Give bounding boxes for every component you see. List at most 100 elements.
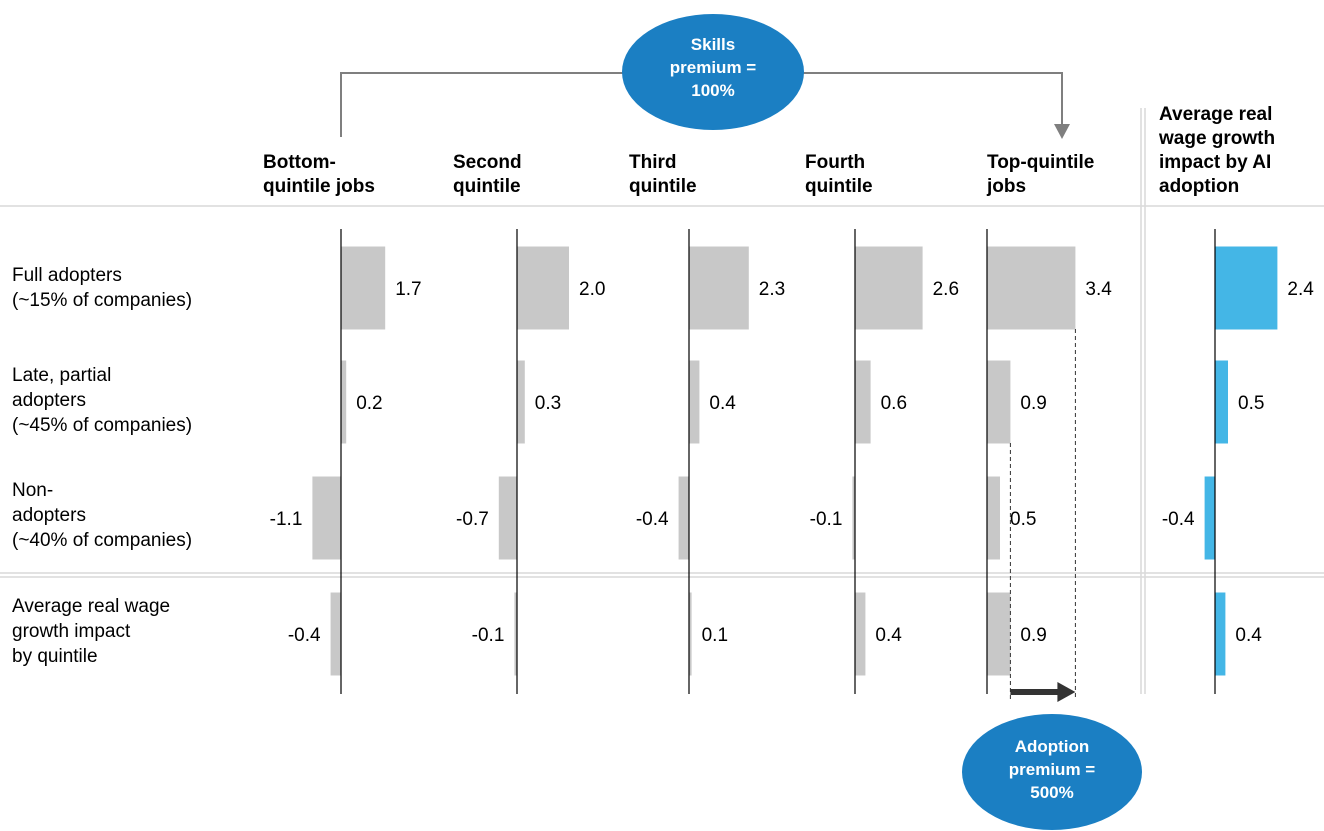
data-label: 0.4 — [709, 393, 736, 414]
bar — [987, 360, 1011, 444]
bar — [855, 246, 923, 330]
adoption-premium-label: Adoption premium = 500% — [1009, 737, 1096, 802]
bar — [517, 246, 569, 330]
text-layer: Full adopters (~15% of companies) Late, pa… — [12, 104, 1314, 667]
data-label: 0.9 — [1020, 393, 1046, 414]
column-header-line: Second — [453, 152, 522, 173]
data-label: -0.4 — [1162, 509, 1195, 530]
column-header-line: quintile — [805, 176, 873, 197]
row-label-line: Average real wage — [12, 596, 170, 617]
column-header-line: Average real — [1159, 104, 1272, 125]
bar — [689, 360, 700, 444]
column-header-line: adoption — [1159, 176, 1239, 197]
data-label: 0.6 — [881, 393, 907, 414]
data-label: 0.1 — [702, 625, 728, 646]
column-header-line: Bottom- — [263, 152, 336, 173]
data-label: 0.3 — [535, 393, 561, 414]
bar — [855, 592, 866, 676]
data-label: 0.5 — [1238, 393, 1264, 414]
row-label: Non-adopters (~40% of companies) — [12, 480, 192, 551]
data-label: 0.4 — [875, 625, 902, 646]
bar — [1204, 476, 1215, 560]
bar — [689, 592, 692, 676]
bar — [987, 592, 1011, 676]
bar — [330, 592, 341, 676]
bar — [855, 360, 871, 444]
column-header-line: impact by AI — [1159, 152, 1271, 173]
column-header: Second quintile — [453, 152, 522, 197]
skills-premium-label-line: premium = — [670, 58, 757, 77]
bar — [852, 476, 855, 560]
row-label-line: Full adopters — [12, 265, 122, 286]
bar — [517, 360, 525, 444]
column-header: Third quintile — [629, 152, 697, 197]
bar — [341, 360, 347, 444]
row-label-line: by quintile — [12, 646, 98, 667]
row-label-line: Non- — [12, 480, 53, 501]
bar — [514, 592, 517, 676]
row-label-line: (~45% of companies) — [12, 415, 192, 436]
column-header: Bottom-quintile jobs — [263, 152, 375, 197]
skills-premium-bubble — [622, 14, 804, 130]
row-label-line: (~15% of companies) — [12, 290, 192, 311]
row-label-line: adopters — [12, 505, 86, 526]
data-label: 2.4 — [1287, 279, 1314, 300]
column-header-line: quintile jobs — [263, 176, 375, 197]
rules-layer — [0, 108, 1324, 694]
row-label: Late, partial adopters (~45% of companies) — [12, 365, 192, 436]
data-label: -1.1 — [270, 509, 303, 530]
adoption-arrow-head — [1057, 682, 1076, 702]
skills-connector-arrowhead — [1054, 124, 1070, 139]
data-label: 2.0 — [579, 279, 605, 300]
row-label-line: (~40% of companies) — [12, 530, 192, 551]
data-label: 2.3 — [759, 279, 785, 300]
data-label: 2.6 — [933, 279, 959, 300]
bar — [1215, 592, 1226, 676]
data-label: 3.4 — [1085, 279, 1112, 300]
bar — [341, 246, 386, 330]
bar — [987, 476, 1000, 560]
adoption-premium-label-line: Adoption — [1015, 737, 1090, 756]
row-label: Full adopters (~15% of companies) — [12, 265, 192, 311]
bars-layer — [312, 229, 1278, 694]
data-label: 0.9 — [1020, 625, 1046, 646]
row-label: Average real wage growth impact by quintil… — [12, 596, 170, 667]
data-label: -0.1 — [810, 509, 843, 530]
column-header-line: jobs — [986, 176, 1026, 197]
adoption-premium-label-line: premium = — [1009, 760, 1096, 779]
row-label-line: growth impact — [12, 621, 131, 642]
data-label: -0.7 — [456, 509, 489, 530]
skills-premium-label: Skills premium = 100% — [670, 35, 757, 100]
data-label: 0.4 — [1235, 625, 1262, 646]
bar — [312, 476, 341, 560]
column-header-line: quintile — [629, 176, 697, 197]
column-header: Average real wage growth impact by AI adopt… — [1158, 104, 1275, 197]
bar — [689, 246, 749, 330]
row-label-line: adopters — [12, 390, 86, 411]
bar — [1215, 246, 1278, 330]
data-label: 1.7 — [395, 279, 421, 300]
column-header-line: Third — [629, 152, 677, 173]
bar — [1215, 360, 1228, 444]
adoption-premium-bubble — [962, 714, 1142, 830]
adoption-premium-label-line: 500% — [1030, 783, 1073, 802]
column-header-line: Top-quintile — [987, 152, 1094, 173]
skills-premium-label-line: 100% — [691, 81, 734, 100]
data-label: -0.4 — [288, 625, 321, 646]
data-label: -0.1 — [472, 625, 505, 646]
data-label: 0.2 — [356, 393, 382, 414]
column-header: Top-quintile jobs — [986, 152, 1094, 197]
skills-premium-label-line: Skills — [691, 35, 735, 54]
column-header-line: Fourth — [805, 152, 865, 173]
bar — [678, 476, 689, 560]
column-header-line: wage growth — [1158, 128, 1275, 149]
column-header: Fourth quintile — [805, 152, 873, 197]
bar — [498, 476, 517, 560]
annotation-layer: Skills premium = 100% Adoption premium = 500% — [340, 14, 1142, 830]
row-label-line: Late, partial — [12, 365, 111, 386]
data-label: 0.5 — [1010, 509, 1036, 530]
data-label: -0.4 — [636, 509, 669, 530]
column-header-line: quintile — [453, 176, 521, 197]
bar — [987, 246, 1076, 330]
